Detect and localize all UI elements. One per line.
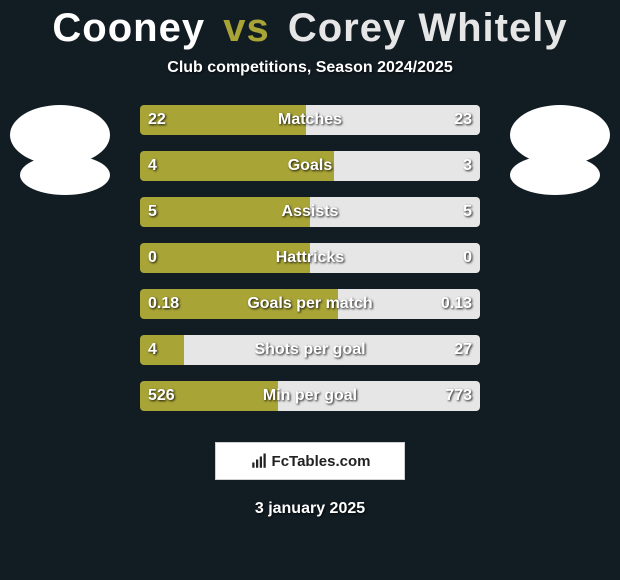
comparison-title: Cooney vs Corey Whitely [0,0,620,51]
footer-date: 3 january 2025 [0,500,620,518]
player1-shirt-icon [20,155,110,195]
player1-name: Cooney [52,6,205,50]
comparison-chart: 2223Matches 43Goals 55Assists 00Hattricks 0.… [0,105,620,425]
stat-label: Goals [140,151,480,181]
bars-container: 2223Matches 43Goals 55Assists 00Hattricks 0.… [140,105,480,427]
stat-row: 0.180.13Goals per match [140,289,480,319]
stat-row: 00Hattricks [140,243,480,273]
stat-row: 43Goals [140,151,480,181]
stat-row: 2223Matches [140,105,480,135]
stat-label: Goals per match [140,289,480,319]
stat-row: 427Shots per goal [140,335,480,365]
stat-label: Assists [140,197,480,227]
stat-label: Matches [140,105,480,135]
subtitle: Club competitions, Season 2024/2025 [0,59,620,77]
player2-name: Corey Whitely [288,6,568,50]
stat-row: 55Assists [140,197,480,227]
stat-row: 526773Min per goal [140,381,480,411]
player2-shirt-icon [510,155,600,195]
stat-label: Hattricks [140,243,480,273]
brand-watermark: FcTables.com [215,442,405,480]
stat-label: Min per goal [140,381,480,411]
stat-label: Shots per goal [140,335,480,365]
chart-icon [250,452,268,470]
brand-text: FcTables.com [272,453,371,470]
vs-label: vs [223,6,270,50]
